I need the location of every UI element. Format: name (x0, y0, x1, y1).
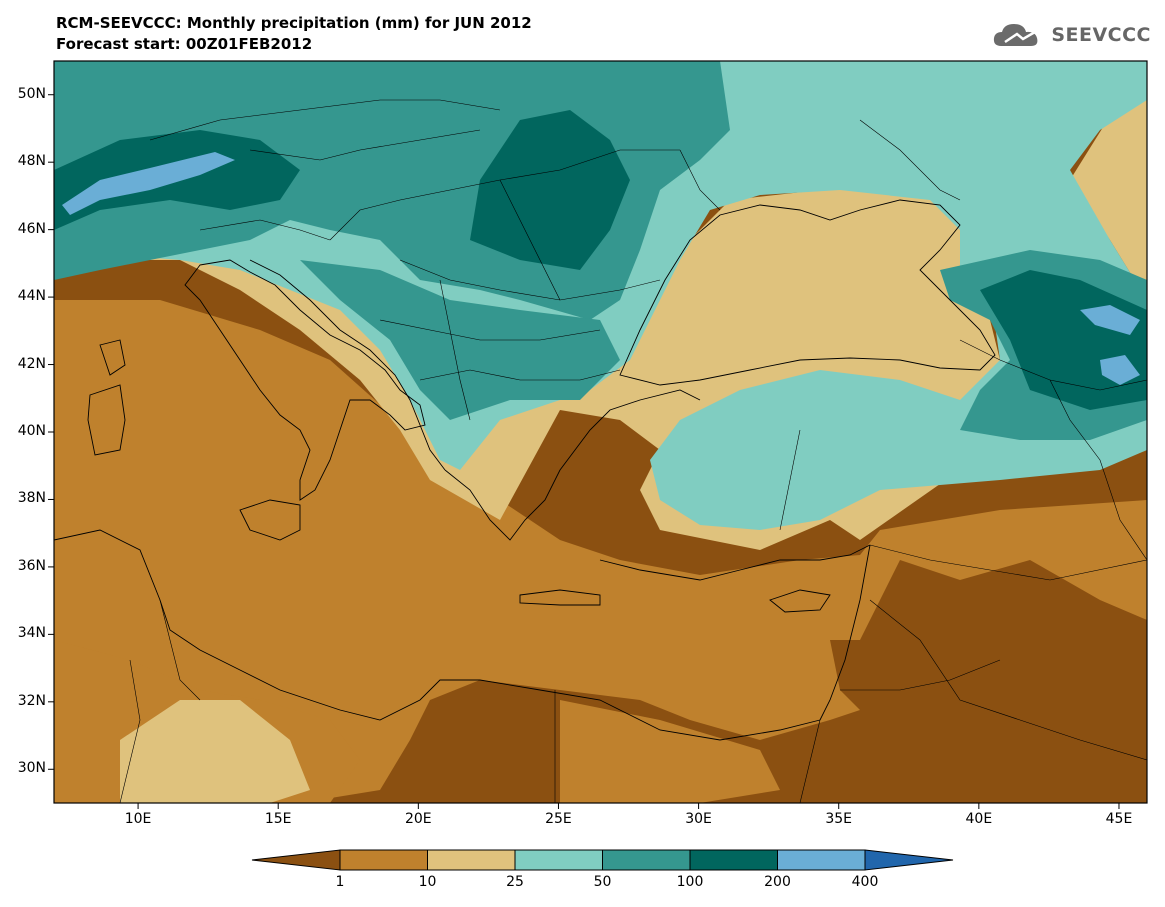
lon-tick-label: 15E (264, 811, 292, 827)
colorbar-label: 100 (676, 874, 704, 890)
colorbar-upper-triangle (864, 849, 954, 871)
lat-tick-label: 46N (17, 220, 46, 237)
country-borders (119, 99, 1147, 803)
precip-band-100-200-carpathians (470, 110, 630, 270)
lat-tick-label: 30N (17, 760, 46, 777)
precip-band-10-25-east (1070, 90, 1147, 300)
italy-coast (184, 259, 426, 501)
lon-tick-label: 45E (1105, 811, 1133, 827)
colorbar-label: 1 (335, 874, 345, 890)
logo-text: SEEVCCC (1051, 24, 1151, 46)
sardinia-coast (87, 384, 126, 456)
lon-tick-label: 25E (545, 811, 572, 827)
lat-tick-label: 38N (17, 490, 46, 507)
lat-tick-label: 48N (17, 153, 46, 170)
turkey-south-coast (599, 544, 871, 581)
lon-tick-label: 10E (124, 811, 152, 827)
lat-tick-label: 42N (17, 355, 46, 372)
colorbar-segment (777, 849, 866, 871)
crete-coast (519, 589, 601, 606)
precip-band-10-25-libya (120, 700, 310, 803)
colorbar-label: 200 (764, 874, 791, 890)
lon-tick-label: 30E (685, 811, 712, 827)
cyprus-coast (769, 589, 831, 613)
map-title: RCM-SEEVCCC: Monthly precipitation (mm) … (56, 14, 532, 32)
colorbar-segment (602, 849, 691, 871)
precip-band-200-400-alps (62, 152, 235, 215)
colorbar-segment (339, 849, 428, 871)
corsica-coast (99, 339, 126, 376)
lon-tick-label: 35E (825, 811, 853, 827)
lon-tick-label: 40E (965, 811, 993, 827)
precip-band-200-400-caucasus (1080, 305, 1140, 335)
lat-tick-label: 34N (17, 625, 46, 642)
lat-tick-label: 40N (17, 423, 46, 439)
colorbar-lower-triangle (251, 849, 341, 871)
seevccc-logo: SEEVCCC (991, 20, 1151, 50)
cloud-icon (994, 24, 1038, 46)
precip-band-1-10 (54, 300, 1147, 803)
lat-tick-label: 50N (17, 85, 46, 102)
colorbar (251, 849, 954, 871)
colorbar-label: 50 (593, 874, 612, 890)
adriatic-east-coast (249, 259, 446, 471)
precip-band-200-400-caucasus-2 (1100, 355, 1140, 385)
precip-band-1-10-egypt (560, 700, 780, 803)
colorbar-label: 10 (418, 874, 437, 890)
levant-coast (819, 544, 871, 721)
lat-tick-label: 36N (17, 557, 46, 574)
colorbar-segment (514, 849, 603, 871)
sicily-coast (239, 499, 301, 541)
colorbar-label: 400 (851, 874, 879, 890)
colorbar-segment (689, 849, 778, 871)
lat-tick-label: 32N (17, 692, 46, 709)
axis-ticks (48, 94, 1120, 809)
colorbar-segment (427, 849, 516, 871)
greece-coast (444, 389, 701, 541)
lat-tick-label: 44N (17, 288, 46, 305)
forecast-start-label: Forecast start: 00Z01FEB2012 (56, 35, 313, 53)
precipitation-field (54, 61, 1147, 803)
black-sea-coast (619, 199, 996, 386)
colorbar-label: 25 (506, 874, 524, 890)
lon-tick-label: 20E (404, 811, 432, 827)
